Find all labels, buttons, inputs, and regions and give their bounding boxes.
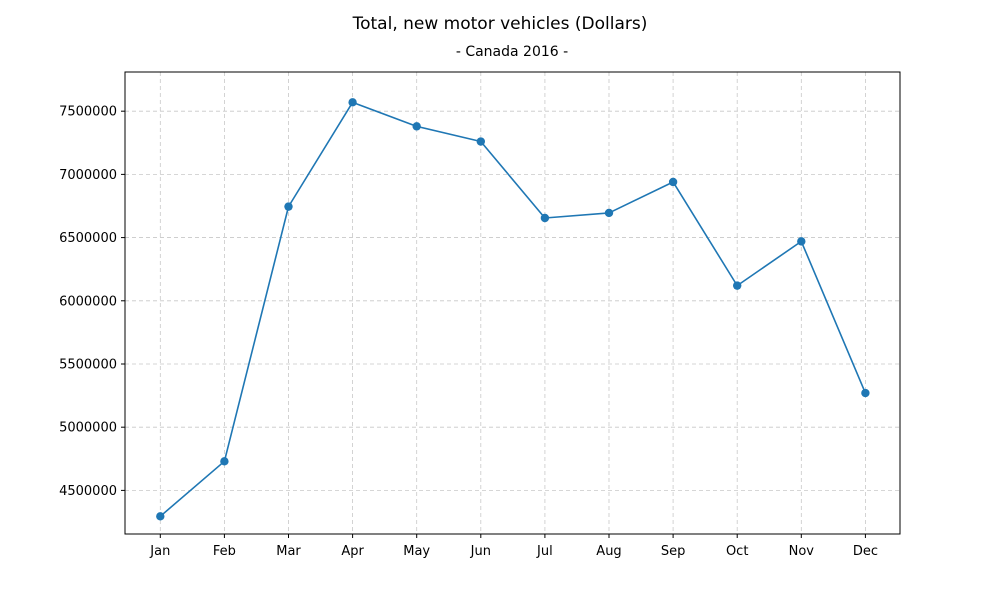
plot-area-frame (124, 71, 901, 535)
data-point (733, 281, 742, 290)
y-tick-label: 7500000 (59, 105, 117, 120)
data-point (348, 98, 357, 107)
data-point (156, 512, 165, 521)
data-point (604, 208, 614, 218)
x-tick-label: Mar (276, 544, 301, 559)
x-tick-label: Dec (853, 544, 878, 559)
axis-ticks: Jan Feb Mar Apr May Jun Jul Aug Sep Oct Nov Dec 4500… (59, 105, 878, 559)
series-layer (156, 98, 870, 521)
data-point (284, 202, 293, 211)
data-point (797, 237, 806, 246)
y-tick-label: 6500000 (59, 231, 117, 246)
grid-lines (125, 72, 900, 534)
x-tick-label: Jun (470, 544, 491, 559)
x-tick-label: Jan (149, 544, 170, 559)
y-tick-label: 6000000 (59, 294, 117, 309)
x-tick-label: Nov (789, 544, 815, 559)
x-tick-label: Oct (726, 544, 748, 559)
x-tick-label: May (403, 544, 430, 559)
x-tick-label: Jul (536, 544, 553, 559)
data-point (476, 137, 485, 146)
data-point (412, 122, 421, 131)
y-tick-label: 7000000 (59, 168, 117, 183)
x-tick-label: Apr (341, 544, 364, 559)
chart-title: Total, new motor vehicles (Dollars) (352, 14, 648, 34)
data-point (668, 177, 678, 187)
x-tick-label: Sep (661, 544, 686, 559)
y-tick-label: 5000000 (59, 421, 117, 436)
y-tick-label: 4500000 (59, 484, 117, 499)
series-line (159, 101, 867, 517)
data-point (540, 213, 550, 223)
chart-subtitle: - Canada 2016 - (455, 44, 569, 60)
data-point (861, 388, 870, 398)
x-tick-label: Aug (596, 544, 621, 559)
data-point (220, 457, 229, 466)
x-tick-label: Feb (213, 544, 236, 559)
y-tick-label: 5500000 (59, 357, 117, 372)
